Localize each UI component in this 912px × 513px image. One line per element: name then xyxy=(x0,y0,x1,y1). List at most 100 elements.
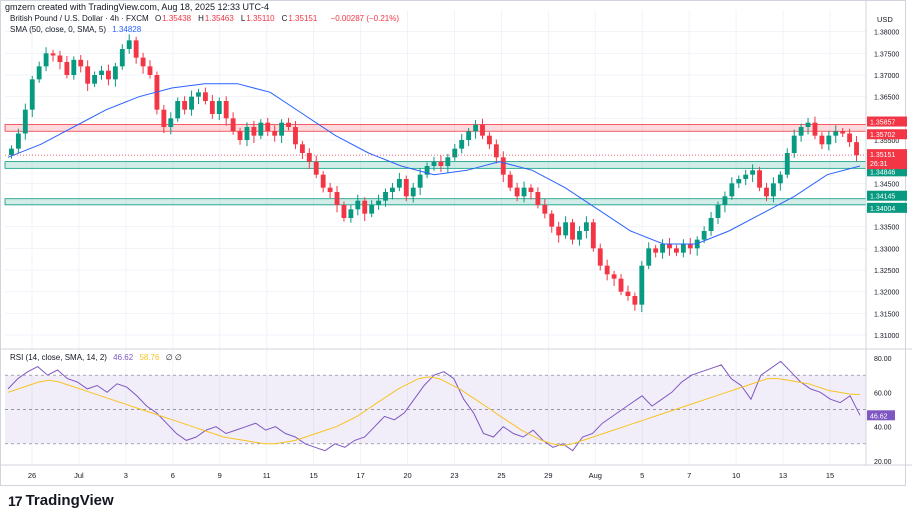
candle-body xyxy=(78,59,84,67)
candle-body xyxy=(383,192,388,201)
candle-body xyxy=(202,92,208,101)
time-tick-label: 11 xyxy=(263,471,271,480)
rsi-legend: RSI (14, close, SMA, 14, 2) 46.62 58.76 … xyxy=(10,353,186,362)
candle-body xyxy=(29,79,35,110)
candle-body xyxy=(708,218,714,231)
candle-body xyxy=(570,222,575,240)
candle-body xyxy=(549,213,555,227)
candle-body xyxy=(369,205,375,214)
candle-body xyxy=(9,148,14,156)
sma-line xyxy=(7,83,861,245)
candle-body xyxy=(112,66,118,80)
zone-price-tag xyxy=(867,166,907,177)
sma-value: 1.34828 xyxy=(112,25,142,34)
last-price-label: 1.35151 xyxy=(870,152,895,159)
time-tick-label: Jul xyxy=(74,471,84,480)
candle-body xyxy=(701,231,707,240)
candle-body xyxy=(847,133,853,143)
ohlc-key: H xyxy=(198,14,204,23)
candle-body xyxy=(320,174,326,188)
candle-body xyxy=(819,135,825,145)
price-chart[interactable]: 1.380001.375001.370001.365001.360001.355… xyxy=(0,0,912,488)
candle-body xyxy=(230,118,236,132)
candle-body xyxy=(535,192,541,205)
candle-body xyxy=(466,131,472,140)
candle-body xyxy=(646,248,652,266)
candle-body xyxy=(209,101,215,114)
candle-body xyxy=(410,187,416,197)
candle-body xyxy=(583,222,589,231)
candle-body xyxy=(50,53,56,56)
candle-body xyxy=(64,62,70,75)
candle-body xyxy=(521,187,527,197)
candle-body xyxy=(653,248,659,253)
tradingview-brand[interactable]: 17 TradingView xyxy=(8,492,114,509)
candle-body xyxy=(459,140,465,149)
time-tick-label: Aug xyxy=(589,471,602,480)
candle-body xyxy=(355,200,361,210)
price-tick-label: 1.33000 xyxy=(874,246,899,253)
time-tick-label: 3 xyxy=(124,471,128,480)
candle-body xyxy=(840,131,846,134)
candle-body xyxy=(729,183,735,197)
candle-body xyxy=(674,248,679,253)
candle-body xyxy=(223,101,229,119)
last-price-tag xyxy=(867,149,907,170)
candle-body xyxy=(237,131,243,140)
candle-body xyxy=(715,205,721,218)
candle-body xyxy=(126,40,132,49)
time-tick-label: 26 xyxy=(28,471,36,480)
candle-body xyxy=(251,127,257,136)
candle-body xyxy=(777,174,783,184)
zone-support xyxy=(4,198,867,206)
candle-body xyxy=(133,40,139,58)
candle-body xyxy=(43,53,49,67)
candle-body xyxy=(473,124,478,132)
candle-body xyxy=(826,135,832,145)
candle-body xyxy=(57,55,63,62)
candle-body xyxy=(396,179,402,188)
time-tick-label: 13 xyxy=(779,471,787,480)
candle-body xyxy=(286,122,291,127)
candle-body xyxy=(764,187,769,197)
candle-body xyxy=(216,101,222,114)
time-tick-label: 23 xyxy=(450,471,458,480)
price-change: −0.00287 (−0.21%) xyxy=(330,14,400,23)
candle-body xyxy=(189,96,194,110)
candle-body xyxy=(362,200,368,214)
candle-body xyxy=(812,122,818,136)
candle-body xyxy=(791,135,797,153)
zone-resistance xyxy=(4,124,867,132)
candle-body xyxy=(833,131,839,136)
price-tick-label: 1.36500 xyxy=(874,95,899,102)
created-by-line: gmzern created with TradingView.com, Aug… xyxy=(5,2,269,12)
time-tick-label: 7 xyxy=(687,471,691,480)
candle-body xyxy=(431,161,437,166)
candle-body xyxy=(507,174,513,188)
candle-body xyxy=(293,127,298,145)
candle-body xyxy=(119,49,125,67)
rsi-ma-polyline xyxy=(7,376,861,447)
candle-body xyxy=(805,122,811,127)
zone-price-tag xyxy=(867,116,907,127)
candle-body xyxy=(438,161,444,166)
rsi-value-tag xyxy=(867,410,895,421)
price-tick-label: 1.38000 xyxy=(874,30,899,37)
candle-body xyxy=(161,109,167,127)
ohlc-value: 1.35438 xyxy=(162,14,192,23)
ohlc-value: 1.35110 xyxy=(246,14,275,23)
candle-body xyxy=(279,122,285,136)
rsi-tick-label: 80.00 xyxy=(874,356,892,363)
candle-body xyxy=(99,70,104,75)
price-tick-label: 1.37500 xyxy=(874,51,899,58)
candle-body xyxy=(722,196,728,205)
rsi-panel xyxy=(5,360,866,452)
candle-body xyxy=(313,161,319,175)
candle-body xyxy=(590,222,596,249)
candle-body xyxy=(140,57,146,67)
candle-body xyxy=(348,209,354,218)
sma-legend: SMA (50, close, 0, SMA, 5) 1.34828 xyxy=(10,25,145,34)
candle-body xyxy=(854,142,859,156)
candle-body xyxy=(687,244,693,249)
sma-label: SMA (50, close, 0, SMA, 5) xyxy=(10,25,107,34)
